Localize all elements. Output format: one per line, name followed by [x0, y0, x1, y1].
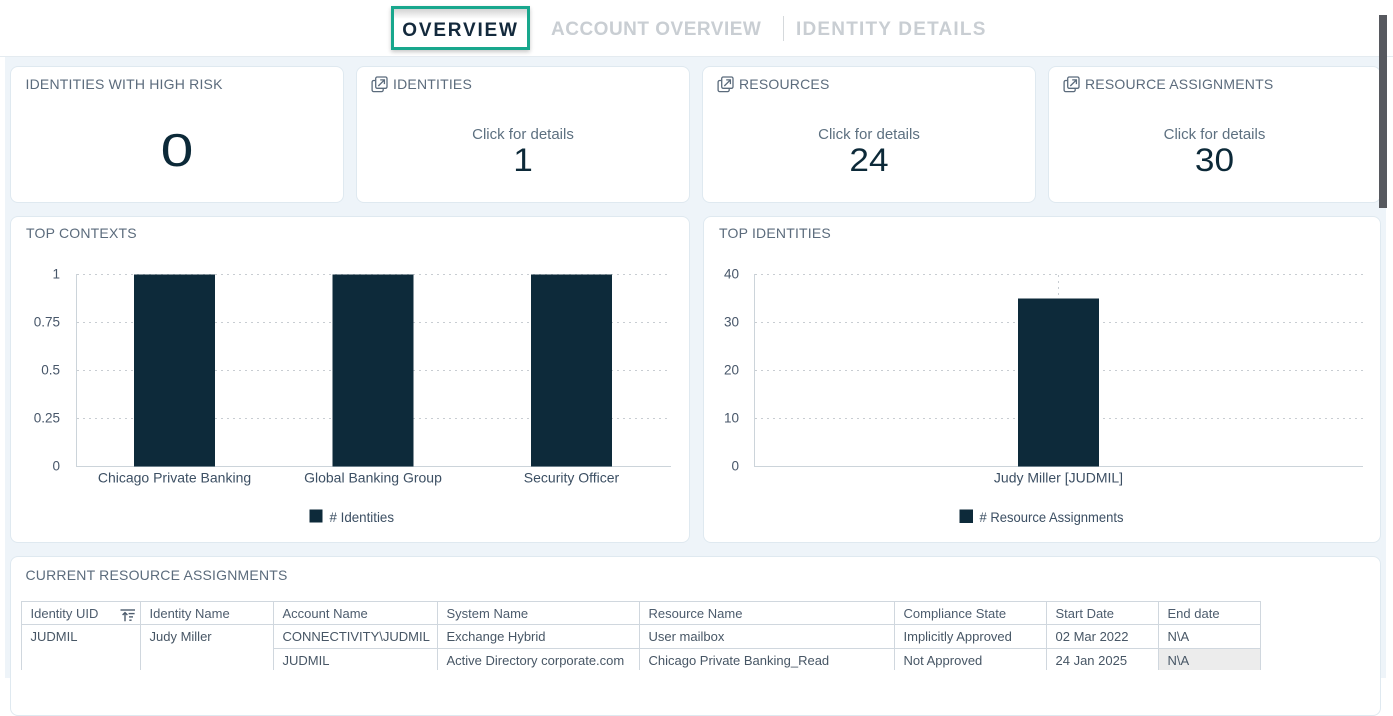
svg-text:# Identities: # Identities: [330, 509, 395, 525]
svg-text:Global Banking Group: Global Banking Group: [304, 470, 442, 486]
svg-text:0.25: 0.25: [34, 411, 60, 426]
svg-text:Security Officer: Security Officer: [524, 470, 620, 486]
svg-text:Chicago Private Banking: Chicago Private Banking: [98, 470, 251, 486]
svg-text:0.75: 0.75: [34, 315, 60, 330]
svg-text:40: 40: [724, 267, 739, 282]
svg-text:# Resource Assignments: # Resource Assignments: [980, 509, 1124, 525]
svg-text:0: 0: [731, 459, 739, 474]
svg-text:1: 1: [52, 267, 60, 282]
svg-text:30: 30: [724, 315, 739, 330]
svg-text:10: 10: [724, 411, 739, 426]
svg-text:0: 0: [52, 459, 60, 474]
svg-text:Judy Miller [JUDMIL]: Judy Miller [JUDMIL]: [994, 470, 1123, 486]
svg-text:20: 20: [724, 363, 739, 378]
svg-text:0.5: 0.5: [41, 363, 60, 378]
